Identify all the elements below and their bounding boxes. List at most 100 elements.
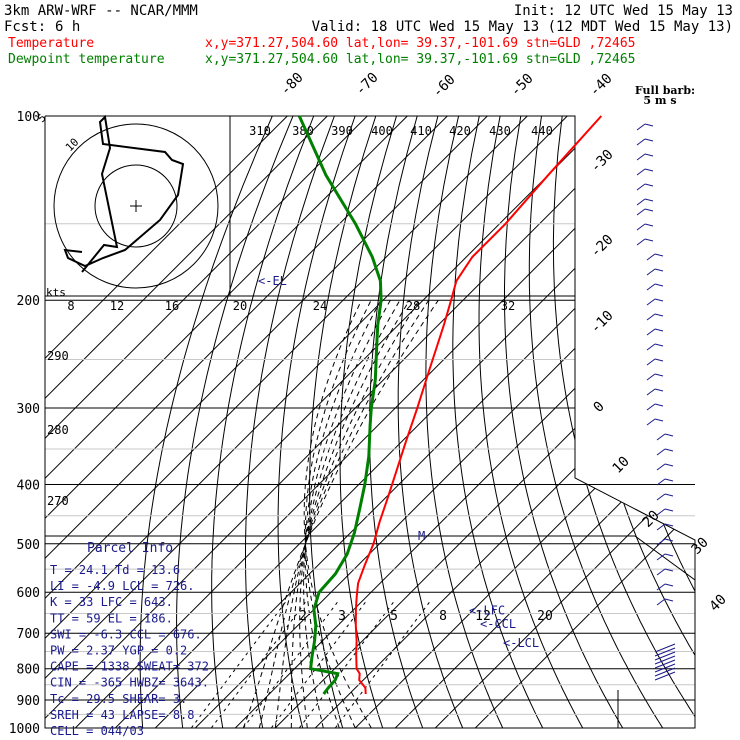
parcel-info-row: PW = 2.37 YGP = 0.2 — [50, 644, 187, 658]
wind-barb-flag — [644, 153, 654, 157]
parcel-info-box: Parcel Info T = 24.1 Td = 13.6 LI = -4.9 … — [50, 541, 209, 738]
level-marker: <-LCL — [503, 636, 539, 650]
wind-barb-flag — [654, 343, 664, 347]
dewpoint-legend: Dewpoint temperature — [8, 52, 165, 67]
pressure-tick-label: 200 — [17, 294, 40, 309]
wind-barb-flag — [644, 138, 654, 142]
isotherm-label: -10 — [588, 308, 617, 337]
upper-axis-label: 280 — [47, 423, 69, 437]
wind-barb — [636, 123, 646, 131]
wind-barb-flag — [664, 598, 674, 602]
parcel-info-row: LI = -4.9 LCL = 726. — [50, 579, 195, 593]
level-marker: <-EL — [258, 274, 287, 288]
dry-adiabat — [643, 116, 695, 728]
hodograph-ring — [53, 123, 219, 289]
hodograph-trace — [63, 114, 185, 273]
wind-barb-flag — [644, 238, 654, 242]
dry-adiabat — [599, 116, 695, 728]
wind-barb-low — [654, 651, 676, 661]
wind-scale-label: 24 — [313, 299, 327, 313]
level-marker: <-CCL — [480, 617, 516, 631]
dry-adiabat — [528, 116, 664, 728]
pressure-tick-label: 100 — [17, 110, 40, 125]
wind-barb-flag — [654, 253, 664, 257]
dry-adiabat — [621, 116, 695, 728]
dry-adiabat — [665, 116, 695, 728]
wind-barb-flag — [644, 123, 654, 127]
wind-barb-flag — [654, 388, 664, 392]
wind-barb-low — [654, 663, 676, 673]
wind-barb-flag — [664, 463, 674, 467]
pressure-tick-label: 500 — [17, 538, 40, 553]
wind-barb-flag — [664, 433, 674, 437]
isotherm-label: 10 — [610, 454, 633, 477]
dry-adiabat — [245, 116, 335, 728]
isotherm-line — [45, 116, 528, 728]
isotherm-line — [45, 116, 368, 728]
temperature-trace — [354, 115, 603, 695]
wind-barb — [656, 583, 666, 591]
wind-barb — [646, 358, 656, 366]
moist-adiabat — [242, 299, 439, 728]
pressure-tick-label: 700 — [17, 627, 40, 642]
upper-axis-label: 270 — [47, 494, 69, 508]
wind-barb-flag — [664, 553, 674, 557]
level-marker-m: M — [418, 529, 425, 543]
isotherm-line — [434, 116, 695, 728]
wind-barb-flag — [664, 568, 674, 572]
wind-barb-flag — [644, 198, 654, 202]
wind-scale-label: 16 — [165, 299, 179, 313]
dry-adiabat — [277, 116, 356, 728]
wind-barb — [636, 153, 646, 161]
wind-barb — [636, 238, 646, 246]
dewpoint-info: x,y=371.27,504.60 lat,lon= 39.37,-101.69… — [205, 52, 635, 67]
parcel-info-row: K = 33 LFC = 643. — [50, 595, 173, 609]
isotherm-line — [45, 116, 488, 728]
temperature-legend: Temperature — [8, 36, 94, 51]
wind-barb-flag — [644, 183, 654, 187]
wind-barb-flag — [664, 583, 674, 587]
wind-barb-flag — [654, 403, 664, 407]
wind-barb-low — [654, 643, 676, 653]
wind-scale-label: 32 — [501, 299, 515, 313]
wind-barb — [636, 168, 646, 176]
wind-barb-low — [654, 671, 676, 681]
full-barb-unit: 5 m s — [643, 94, 676, 107]
wind-barb-flag — [664, 478, 674, 482]
hodograph-ring — [94, 164, 178, 248]
model-title: 3km ARW-WRF -- NCAR/MMM — [4, 3, 198, 19]
valid-time: Valid: 18 UTC Wed 15 May 13 (12 MDT Wed … — [312, 19, 733, 35]
wind-barb-flag — [654, 298, 664, 302]
mixing-ratio-label: 12 — [475, 609, 491, 624]
wind-barb — [646, 418, 656, 426]
parcel-info-row: CELL = 044/03 — [50, 724, 144, 738]
parcel-info-row: SWI = -6.3 CCL = 676. — [50, 627, 202, 641]
isotherm-line — [45, 116, 568, 728]
wind-barb-flag — [654, 373, 664, 377]
wind-barb — [646, 268, 656, 276]
wind-barbs — [636, 123, 676, 681]
wind-barb-flag — [654, 358, 664, 362]
parcel-info-title: Parcel Info — [87, 541, 173, 556]
moist-adiabat — [290, 299, 410, 728]
wind-barb-flag — [654, 268, 664, 272]
parcel-info-row: TT = 59 EL = 186. — [50, 611, 173, 625]
isotherm-label: -40 — [587, 71, 616, 100]
wind-barb — [656, 523, 666, 531]
init-time: Init: 12 UTC Wed 15 May 13 — [514, 3, 733, 19]
isotherm-label: 0 — [591, 399, 608, 416]
isotherm-label: -20 — [588, 232, 617, 261]
wind-barb-flag — [664, 493, 674, 497]
wind-barb — [646, 298, 656, 306]
plot-frame — [44, 115, 696, 729]
isotherm-line — [45, 116, 288, 728]
isotherm-label: -80 — [278, 70, 307, 99]
temperature-info: x,y=371.27,504.60 lat,lon= 39.37,-101.69… — [205, 36, 635, 51]
wind-barb — [646, 388, 656, 396]
theta-label: 440 — [531, 124, 553, 138]
isotherm-label: 40 — [707, 592, 730, 615]
isotherm-line — [45, 116, 448, 728]
isotherm-line — [194, 116, 695, 728]
